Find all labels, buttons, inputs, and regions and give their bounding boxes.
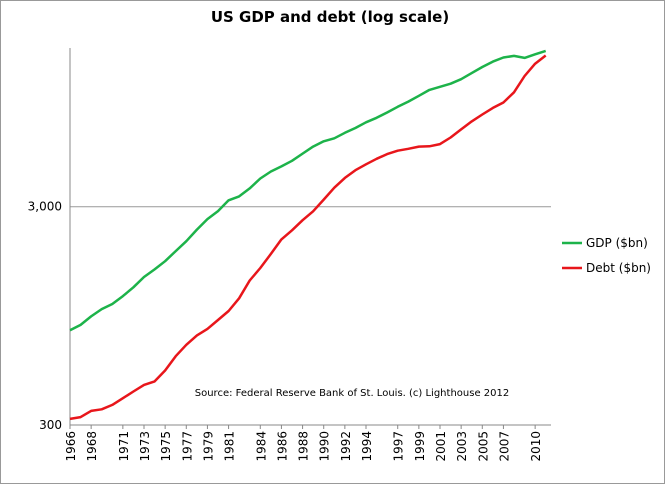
x-tick-label: 1968	[85, 431, 99, 462]
x-tick-label: 1971	[117, 431, 131, 462]
x-tick-label: 2005	[476, 431, 490, 462]
x-tick-label: 1981	[223, 431, 237, 462]
x-tick-label: 1973	[138, 431, 152, 462]
x-tick-label: 1994	[360, 431, 374, 462]
x-tick-label: 1986	[275, 431, 289, 462]
legend-label: Debt ($bn)	[586, 261, 651, 275]
x-tick-label: 1984	[254, 431, 268, 462]
x-tick-label: 2001	[434, 431, 448, 462]
x-tick-label: 1975	[159, 431, 173, 462]
x-tick-label: 1966	[64, 431, 78, 462]
y-tick-label: 3,000	[28, 200, 62, 214]
x-tick-label: 1979	[201, 431, 215, 462]
x-tick-label: 1992	[339, 431, 353, 462]
data-line	[69, 54, 547, 421]
x-tick-label: 1977	[180, 431, 194, 462]
y-tick-label: 300	[39, 418, 62, 432]
x-tick-label: 1997	[392, 431, 406, 462]
legend-label: GDP ($bn)	[586, 236, 648, 250]
x-tick-label: 1988	[297, 431, 311, 462]
x-tick-label: 2007	[497, 431, 511, 462]
x-tick-label: 1990	[318, 431, 332, 462]
x-tick-label: 1999	[413, 431, 427, 462]
x-tick-label: 2010	[529, 431, 543, 462]
data-line	[69, 49, 547, 332]
annotation: Source: Federal Reserve Bank of St. Loui…	[195, 388, 509, 399]
chart-title: US GDP and debt (log scale)	[211, 8, 449, 26]
x-tick-label: 2003	[455, 431, 469, 462]
